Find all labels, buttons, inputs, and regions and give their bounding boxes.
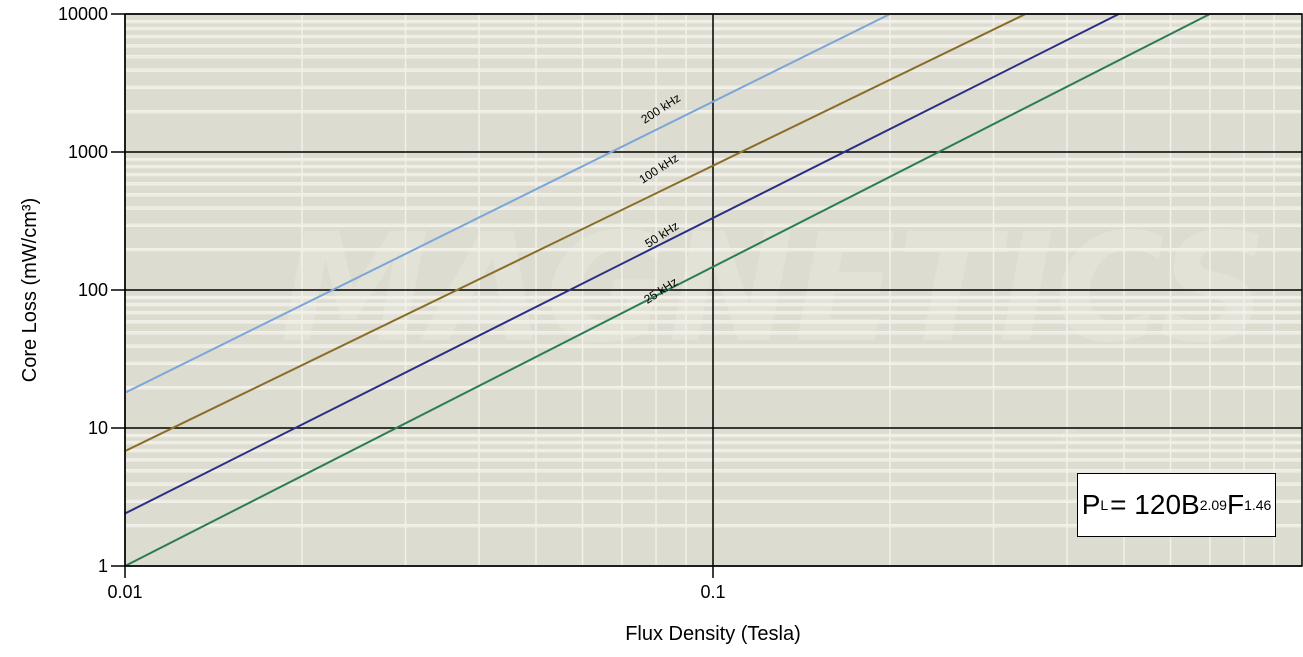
formula-exp2: 1.46 [1244, 497, 1272, 513]
y-tick-label: 1 [98, 556, 108, 576]
y-tick-label: 1000 [68, 142, 108, 162]
formula-box: P L = 120B 2.09 F 1.46 [1077, 473, 1276, 537]
y-tick-label: 10000 [58, 4, 108, 24]
series-lines [124, 13, 1211, 567]
formula-base: P [1081, 489, 1101, 520]
series-line [124, 13, 1026, 453]
formula-exp1: 2.09 [1199, 497, 1227, 513]
y-tick-label: 100 [78, 280, 108, 300]
formula-sub: L [1100, 497, 1109, 513]
series-line [124, 13, 1120, 515]
series-line [124, 13, 1211, 567]
svg-text:MAGNETICS: MAGNETICS [280, 202, 1267, 376]
y-tick-label: 10 [88, 418, 108, 438]
x-tick-label: 0.1 [700, 582, 725, 602]
y-axis-title: Core Loss (mW/cm³) [19, 198, 41, 382]
x-tick-label: 0.01 [107, 582, 142, 602]
formula-mid: F [1226, 489, 1245, 520]
formula-text: = 120B [1110, 489, 1200, 520]
y-axis-ticks: 1 10 100 1000 10000 [58, 4, 125, 576]
x-axis-ticks: 0.01 0.1 [107, 566, 726, 602]
x-axis-title: Flux Density (Tesla) [625, 623, 801, 645]
series-line [124, 13, 891, 394]
